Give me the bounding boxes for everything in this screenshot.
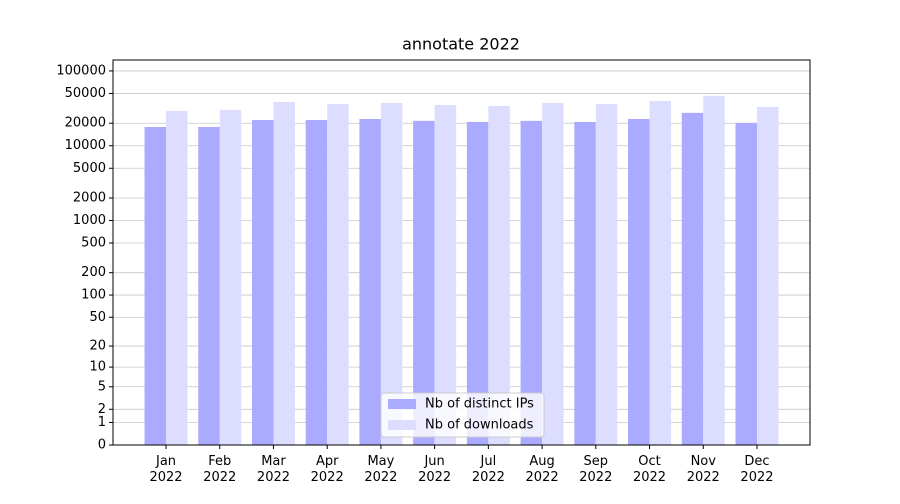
x-tick-label: Sep 2022 [579, 454, 612, 485]
y-tick-label: 100 [81, 288, 106, 303]
y-tick-label: 10000 [65, 138, 106, 153]
bar [144, 127, 167, 445]
bar [251, 119, 274, 446]
bar [198, 127, 220, 445]
bar [628, 118, 650, 446]
x-tick-label: Feb 2022 [203, 454, 236, 485]
x-tick-label: Apr 2022 [311, 454, 344, 485]
bar [542, 102, 564, 445]
bars [144, 95, 779, 446]
y-tick-label: 10 [89, 360, 106, 375]
bar [574, 121, 596, 446]
y-tick-label: 200 [81, 265, 106, 280]
y-tick-label: 20000 [65, 116, 106, 131]
bar [520, 120, 543, 446]
y-tick-label: 100000 [56, 63, 106, 78]
y-tick-label: 2 [98, 402, 106, 417]
y-tick-label: 50 [89, 310, 106, 325]
x-tick-label: Jun 2022 [418, 454, 451, 485]
x-tick-label: Jul 2022 [472, 454, 505, 485]
legend-swatch [388, 399, 416, 409]
bar [413, 120, 435, 446]
bar [380, 102, 403, 445]
y-tick-label: 5000 [73, 161, 106, 176]
bar [735, 122, 757, 445]
bar [649, 100, 672, 446]
legend-swatch [388, 420, 416, 430]
labels: 0 12 5 10 20 50 100 200 500 1000 2000 5000 10000 2000… [56, 63, 773, 484]
legend-label: Nb of downloads [425, 418, 534, 433]
bar [703, 95, 725, 445]
y-tick-label: 1 [98, 415, 106, 430]
bar [466, 121, 489, 446]
x-tick-label: Oct 2022 [633, 454, 666, 485]
y-tick-label: 1000 [73, 213, 106, 228]
x-tick-label: Jan 2022 [149, 454, 182, 485]
bar [305, 119, 328, 446]
x-tick-label: Dec 2022 [740, 454, 773, 485]
x-tick-label: Aug 2022 [526, 454, 559, 485]
bar [219, 109, 242, 445]
x-tick-label: May 2022 [364, 454, 397, 485]
legend-box [380, 392, 545, 438]
y-tick-label: 50000 [65, 86, 106, 101]
legend-label: Nb of distinct IPs [425, 397, 534, 412]
y-tick-label: 5 [98, 379, 106, 394]
bar [595, 103, 618, 445]
bar [166, 110, 188, 445]
bar [327, 103, 349, 445]
y-tick-label: 500 [81, 236, 106, 251]
bar [273, 101, 295, 446]
axes-frame [112, 59, 811, 446]
x-tick-label: Nov 2022 [687, 454, 720, 485]
bar [488, 105, 510, 445]
y-tick-label: 20 [89, 339, 106, 354]
x-tick-label: Mar 2022 [257, 454, 290, 485]
bar [359, 118, 381, 446]
bar [756, 106, 779, 445]
bar [434, 104, 457, 445]
y-tick-label: 0 [98, 438, 106, 453]
bar [681, 112, 704, 446]
y-tick-label: 2000 [73, 191, 106, 206]
chart-title: annotate 2022 [402, 35, 520, 54]
